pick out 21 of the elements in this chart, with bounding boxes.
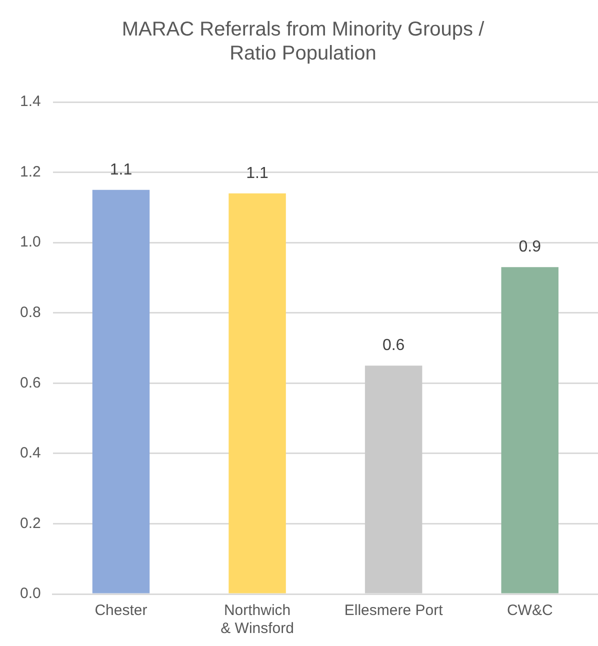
bar xyxy=(364,366,422,594)
y-tick-label: 1.4 xyxy=(20,93,41,110)
chart-title: MARAC Referrals from Minority Groups / Ratio Population xyxy=(122,18,485,65)
x-tick-label: Ellesmere Port xyxy=(344,602,444,620)
y-tick-label: 1.0 xyxy=(20,234,41,251)
bar xyxy=(501,267,558,594)
data-label: 0.9 xyxy=(518,238,542,256)
y-tick-label: 0.4 xyxy=(20,444,41,462)
x-tick-label: Northwich & Winsford xyxy=(220,602,294,638)
data-label: 1.1 xyxy=(110,161,132,178)
bar xyxy=(92,190,150,594)
y-tick-label: 0.0 xyxy=(20,585,41,602)
bar xyxy=(228,193,286,594)
y-tick-label: 0.8 xyxy=(20,304,41,321)
data-label: 1.1 xyxy=(246,164,268,182)
data-label: 0.6 xyxy=(382,336,405,354)
x-tick-label: CW&C xyxy=(506,602,553,620)
y-tick-label: 1.2 xyxy=(20,163,41,180)
y-tick-label: 0.6 xyxy=(20,374,41,392)
y-tick-label: 0.2 xyxy=(20,514,41,532)
x-tick-label: Chester xyxy=(94,602,148,620)
